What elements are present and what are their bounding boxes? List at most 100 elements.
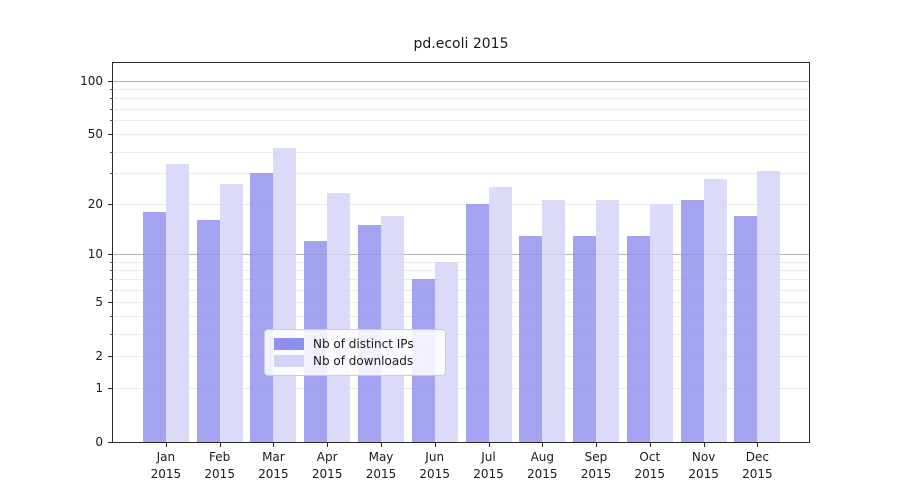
x-tick-mark <box>596 442 597 447</box>
y-tick-mark <box>108 254 113 256</box>
gridline-minor <box>113 203 809 205</box>
bar-downloads <box>596 200 619 442</box>
y-tick-mark <box>108 442 113 443</box>
x-tick-label: Feb 2015 <box>204 450 235 481</box>
bar-distinct-ips <box>573 235 596 442</box>
x-tick-label: Jun 2015 <box>419 450 450 481</box>
bar-downloads <box>273 147 297 442</box>
y-tick-mark <box>108 387 113 389</box>
gridline-minor <box>113 151 809 153</box>
bar-downloads <box>219 184 243 442</box>
gridline-minor <box>113 356 809 357</box>
gridline-major <box>113 80 809 82</box>
gridline-minor <box>113 270 809 272</box>
y-tick-label: 1 <box>95 380 103 395</box>
y-tick-mark <box>108 80 113 82</box>
x-tick-mark <box>165 442 167 447</box>
x-tick-label: Jul 2015 <box>473 450 504 481</box>
bar-distinct-ips <box>519 235 543 442</box>
gridline-minor <box>113 120 809 122</box>
gridline-major <box>113 254 809 256</box>
x-tick-mark <box>757 442 759 447</box>
x-tick-mark <box>219 442 221 447</box>
x-tick-label: Aug 2015 <box>527 450 558 481</box>
gridline-minor <box>113 387 809 389</box>
bar-distinct-ips <box>680 200 704 442</box>
gridline-minor <box>113 289 809 291</box>
gridline-minor <box>113 316 809 318</box>
gridline-minor <box>113 333 809 335</box>
bar-distinct-ips <box>626 235 650 442</box>
y-minor-tick-mark <box>110 333 113 335</box>
gridline-minor <box>113 134 809 136</box>
x-tick-label: May 2015 <box>365 450 397 481</box>
y-tick-mark <box>108 301 113 303</box>
bar-distinct-ips <box>142 211 166 442</box>
bar-downloads <box>649 203 673 442</box>
y-tick-mark <box>108 203 113 205</box>
bar-downloads <box>381 215 404 442</box>
legend-row: Nb of downloads <box>274 354 436 368</box>
y-minor-tick-mark <box>110 89 113 91</box>
bar-distinct-ips <box>734 215 758 442</box>
gridline-minor <box>113 261 809 263</box>
legend-label-downloads: Nb of downloads <box>313 354 414 368</box>
x-tick-mark <box>273 442 275 447</box>
y-minor-tick-mark <box>110 173 113 175</box>
gridline-minor <box>113 279 809 281</box>
gridline-minor <box>113 89 809 91</box>
bar-downloads <box>165 163 189 442</box>
x-tick-label: Apr 2015 <box>311 450 343 481</box>
legend-row: Nb of distinct IPs <box>274 337 436 351</box>
y-tick-mark <box>108 134 113 136</box>
y-minor-tick-mark <box>110 289 113 291</box>
bar-downloads <box>542 200 566 442</box>
x-tick-mark <box>327 442 329 447</box>
legend-swatch-downloads <box>274 355 304 367</box>
y-minor-tick-mark <box>110 316 113 318</box>
x-tick-label: Jan 2015 <box>150 450 182 481</box>
legend-label-distinct-ips: Nb of distinct IPs <box>313 337 414 351</box>
y-minor-tick-mark <box>110 98 113 100</box>
y-minor-tick-mark <box>110 151 113 153</box>
x-tick-mark <box>703 442 705 447</box>
y-minor-tick-mark <box>110 270 113 272</box>
y-tick-label: 2 <box>95 349 103 363</box>
y-tick-label: 10 <box>87 247 103 262</box>
bar-downloads <box>327 193 351 442</box>
x-tick-label: Dec 2015 <box>742 450 773 481</box>
x-tick-label: Nov 2015 <box>688 450 719 481</box>
bar-distinct-ips <box>196 220 220 442</box>
bar-downloads <box>488 187 512 442</box>
y-minor-tick-mark <box>110 108 113 110</box>
gridline-minor <box>113 98 809 100</box>
y-tick-label: 50 <box>87 127 103 142</box>
x-tick-mark <box>649 442 651 447</box>
x-tick-mark <box>542 442 544 447</box>
y-tick-label: 100 <box>80 73 103 88</box>
y-minor-tick-mark <box>110 120 113 122</box>
gridline-minor <box>113 173 809 175</box>
plot-area: 0 1 2 5 10 20 50 100 Jan 2015 Feb 2015 Mar 2015 Apr… <box>80 62 810 481</box>
legend-swatch-distinct-ips <box>274 338 304 350</box>
x-tick-mark <box>381 442 382 447</box>
x-tick-label: Mar 2015 <box>258 450 289 481</box>
x-tick-label: Oct 2015 <box>634 450 666 481</box>
bar-distinct-ips <box>250 173 274 442</box>
x-tick-mark <box>434 442 436 447</box>
bar-downloads <box>434 261 458 442</box>
y-tick-label: 5 <box>95 294 103 309</box>
bar-distinct-ips <box>465 203 489 442</box>
chart-title: pd.ecoli 2015 <box>413 36 509 52</box>
bar-downloads <box>757 170 781 442</box>
bar-downloads <box>703 178 727 442</box>
y-minor-tick-mark <box>110 279 113 281</box>
gridline-minor <box>113 108 809 110</box>
y-tick-label: 0 <box>95 435 103 449</box>
x-tick-label: Sep 2015 <box>580 450 612 481</box>
legend: Nb of distinct IPs Nb of downloads <box>264 329 446 376</box>
x-tick-mark <box>488 442 490 447</box>
y-tick-label: 20 <box>87 196 103 211</box>
gridline-minor <box>113 301 809 303</box>
